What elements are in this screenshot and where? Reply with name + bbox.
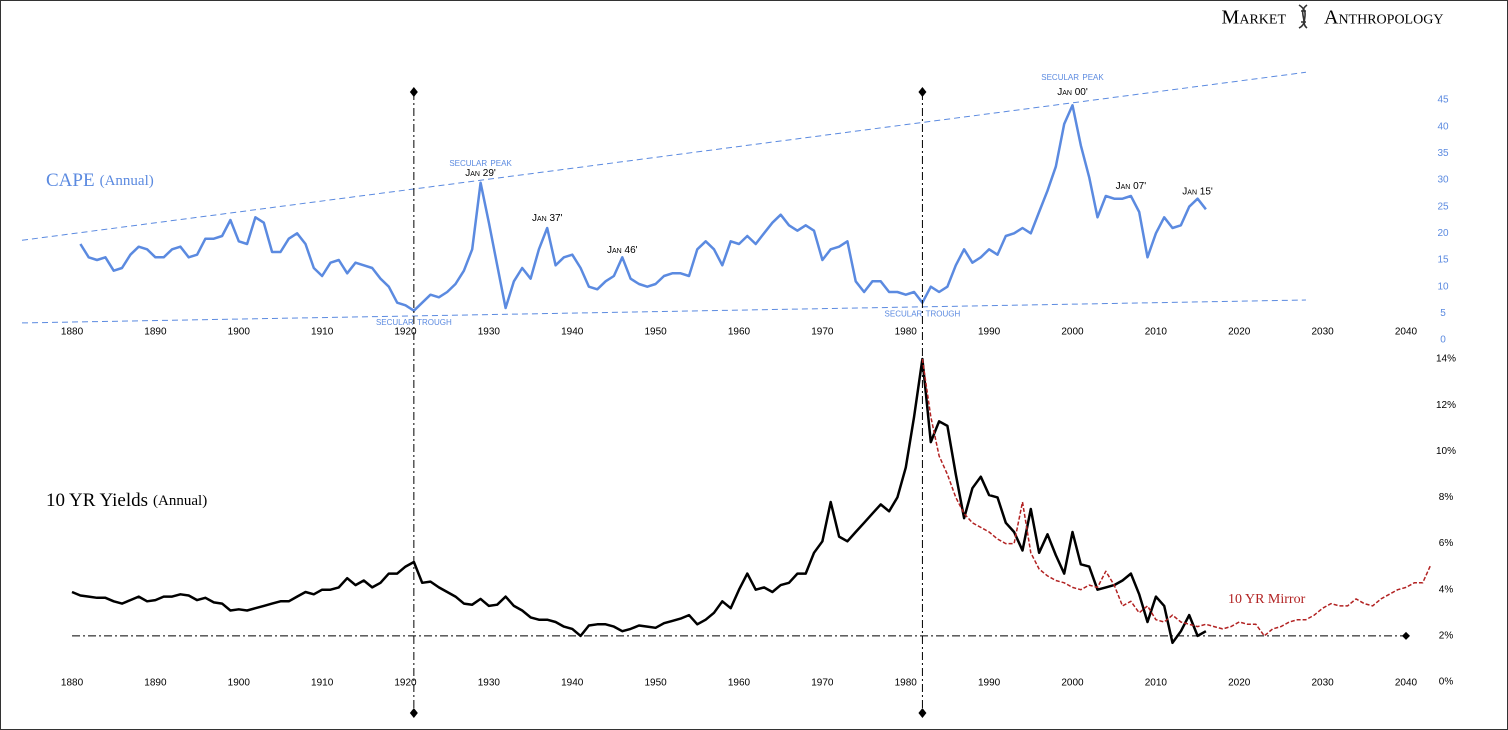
y-tick-label: 10% xyxy=(1436,446,1456,457)
x-tick-label: 2030 xyxy=(1311,327,1334,338)
series-name: CAPE xyxy=(46,170,95,191)
y-tick-label: 5 xyxy=(1440,308,1446,319)
annotation: Jan 15' xyxy=(1182,186,1213,197)
x-tick-label: 2020 xyxy=(1228,327,1251,338)
brand-right: Anthropology xyxy=(1324,7,1443,29)
y-tick-label: 20 xyxy=(1437,228,1449,239)
x-tick-label: 1920 xyxy=(394,327,417,338)
x-tick-label: 1940 xyxy=(561,327,584,338)
x-tick-label: 1980 xyxy=(895,678,918,689)
x-tick-label: 2010 xyxy=(1145,678,1168,689)
y-tick-label: 40 xyxy=(1437,121,1449,132)
y-tick-label: 8% xyxy=(1439,492,1454,503)
x-tick-label: 2010 xyxy=(1145,327,1168,338)
x-tick-label: 2000 xyxy=(1061,678,1084,689)
y-tick-label: 0 xyxy=(1440,335,1446,346)
x-tick-label: 1890 xyxy=(144,678,167,689)
x-tick-label: 1940 xyxy=(561,678,584,689)
x-tick-label: 1980 xyxy=(895,327,918,338)
x-tick-label: 1950 xyxy=(645,678,668,689)
x-tick-label: 1880 xyxy=(61,678,84,689)
x-tick-label: 1990 xyxy=(978,678,1001,689)
trend-line xyxy=(21,71,1307,241)
x-tick-label: 2000 xyxy=(1061,327,1084,338)
y-tick-label: 10 xyxy=(1437,281,1449,292)
x-tick-label: 2030 xyxy=(1311,678,1334,689)
diamond xyxy=(918,708,927,718)
y-tick-label: 12% xyxy=(1436,400,1456,411)
x-tick-label: 2040 xyxy=(1395,327,1418,338)
x-tick-label: 1880 xyxy=(61,327,84,338)
series-line xyxy=(79,104,1207,312)
y-tick-label: 0% xyxy=(1439,677,1454,688)
x-tick-label: 1910 xyxy=(311,327,334,338)
diamond xyxy=(409,708,418,718)
x-tick-label: 1960 xyxy=(728,327,751,338)
annotation: Jan 37' xyxy=(532,213,563,224)
series-suffix: (Annual) xyxy=(100,173,154,189)
annotation: Jan 29' xyxy=(465,168,496,179)
x-tick-label: 1970 xyxy=(811,678,834,689)
annotation: Jan 07' xyxy=(1116,181,1147,192)
x-tick-label: 1930 xyxy=(478,327,501,338)
annotation: Secular Peak xyxy=(1041,69,1104,83)
diamond xyxy=(918,87,927,97)
series-label: 10 YR Yields (Annual) xyxy=(46,490,207,511)
brand: Market Anthropology xyxy=(1222,4,1443,29)
diamond xyxy=(1401,631,1410,640)
series-line xyxy=(71,357,1207,645)
dna-icon xyxy=(1298,4,1308,29)
annotation: Jan 46' xyxy=(607,245,638,256)
x-tick-label: 1990 xyxy=(978,327,1001,338)
x-tick-label: 1910 xyxy=(311,678,334,689)
x-tick-label: 1920 xyxy=(394,678,417,689)
trend-line xyxy=(21,299,1306,324)
diamond xyxy=(409,87,418,97)
x-tick-label: 1900 xyxy=(228,678,251,689)
y-tick-label: 6% xyxy=(1439,538,1454,549)
series-suffix: (Annual) xyxy=(153,493,207,509)
series-label: CAPE (Annual) xyxy=(46,170,154,191)
y-tick-label: 2% xyxy=(1439,630,1454,641)
y-tick-label: 35 xyxy=(1437,148,1449,159)
x-tick-label: 2020 xyxy=(1228,678,1251,689)
x-tick-label: 1930 xyxy=(478,678,501,689)
annotation: Jan 00' xyxy=(1057,87,1088,98)
x-tick-label: 1960 xyxy=(728,678,751,689)
x-tick-label: 1950 xyxy=(645,327,668,338)
series-name: 10 YR Yields xyxy=(46,490,148,511)
x-tick-label: 1900 xyxy=(228,327,251,338)
y-tick-label: 15 xyxy=(1437,255,1449,266)
y-tick-label: 4% xyxy=(1439,584,1454,595)
y-tick-label: 30 xyxy=(1437,175,1449,186)
series-line xyxy=(921,358,1432,637)
y-tick-label: 45 xyxy=(1437,95,1449,106)
y-tick-label: 25 xyxy=(1437,201,1449,212)
x-tick-label: 1890 xyxy=(144,327,167,338)
annotation: Secular Peak xyxy=(449,155,512,169)
brand-left: Market xyxy=(1222,7,1287,29)
x-tick-label: 2040 xyxy=(1395,678,1418,689)
y-tick-label: 14% xyxy=(1436,354,1456,365)
x-tick-label: 1970 xyxy=(811,327,834,338)
series-label: 10 YR Mirror xyxy=(1228,592,1306,607)
